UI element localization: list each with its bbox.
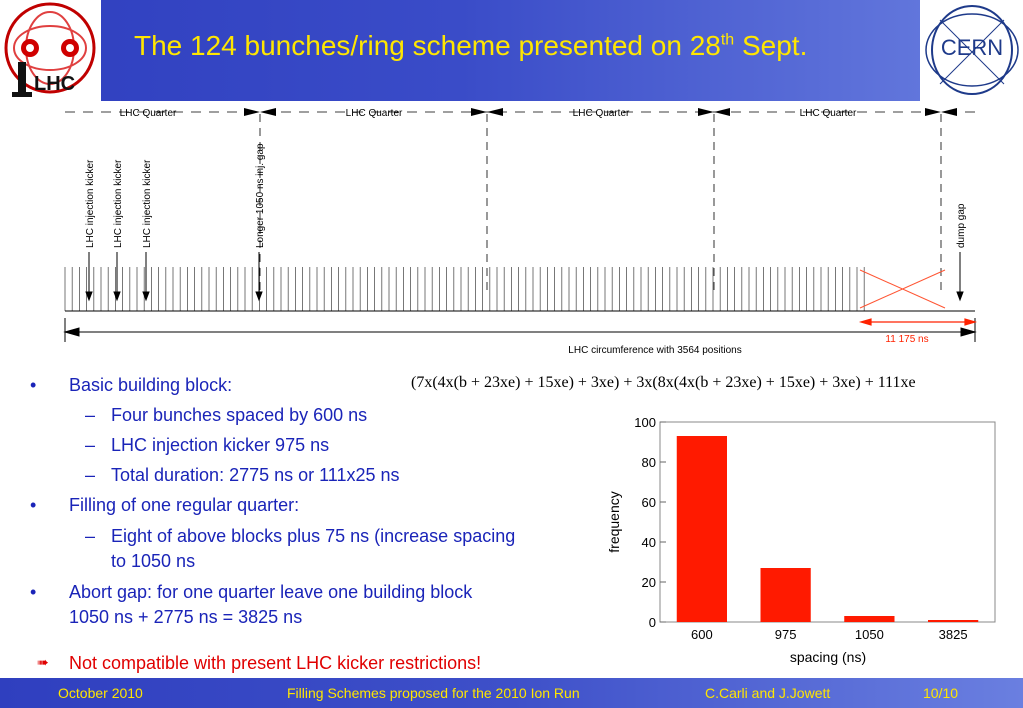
circumference-label: LHC circumference with 3564 positions <box>568 345 741 356</box>
quarter-arrowhead <box>714 108 730 116</box>
x-tick-label: 1050 <box>855 627 884 642</box>
bar-3825 <box>928 620 979 622</box>
title-bar: LHC The 124 bunches/ring scheme presente… <box>0 0 1023 101</box>
lhc-logo-graphic: LHC <box>4 2 96 97</box>
y-tick-label: 40 <box>642 535 656 550</box>
y-axis-label: frequency <box>606 491 622 552</box>
kicker-arrow-3 <box>142 291 150 302</box>
cern-logo: CERN <box>920 0 1023 101</box>
quarter-label-4: LHC Quarter <box>800 108 857 119</box>
kicker-label-3: LHC injection kicker <box>142 159 153 248</box>
quarter-arrowhead <box>487 108 503 116</box>
footer-page: 10/10 <box>923 685 959 701</box>
footer-title: Filling Schemes proposed for the 2010 Io… <box>287 685 580 701</box>
quarter-arrowhead <box>698 108 714 116</box>
cern-logo-text: CERN <box>941 35 1003 60</box>
y-tick-label: 20 <box>642 575 656 590</box>
dump-length-label: 11 175 ns <box>885 334 928 345</box>
x-axis-ticks: 600 975 1050 3825 <box>691 627 968 642</box>
footer-authors: C.Carli and J.Jowett <box>705 685 831 701</box>
filling-formula: (7x(4x(b + 23xe) + 15xe) + 3xe) + 3x(8x(… <box>411 374 916 391</box>
y-tick-label: 60 <box>642 495 656 510</box>
footer-bar: October 2010 Filling Schemes proposed fo… <box>0 678 1023 708</box>
lhc-logo: LHC <box>0 0 101 101</box>
kicker-arrow-2 <box>113 291 121 302</box>
x-axis-label: spacing (ns) <box>790 649 866 665</box>
bars <box>676 436 979 622</box>
bar-1050 <box>844 616 895 622</box>
dump-gap-arrow <box>956 291 964 302</box>
cern-logo-graphic: CERN <box>925 5 1019 95</box>
bar-975 <box>760 568 811 622</box>
quarter-arrowhead <box>925 108 941 116</box>
dump-gap-cross <box>859 269 946 309</box>
y-tick-label: 100 <box>634 415 656 430</box>
dump-length-arrow <box>858 318 978 326</box>
footer-date: October 2010 <box>58 685 143 701</box>
injection-gap-label: Longer 1050 ns inj. gap <box>255 143 266 248</box>
injection-gap-arrow <box>255 291 263 302</box>
quarter-label-3: LHC Quarter <box>573 108 630 119</box>
y-tick-label: 80 <box>642 455 656 470</box>
dump-gap-label: dump gap <box>956 203 967 248</box>
kicker-label-1: LHC injection kicker <box>85 159 96 248</box>
plot-frame <box>659 421 996 623</box>
x-tick-label: 3825 <box>939 627 968 642</box>
quarter-markers <box>65 108 975 290</box>
x-tick-label: 600 <box>691 627 713 642</box>
bunch-positions <box>64 267 865 311</box>
quarter-arrowhead <box>471 108 487 116</box>
lhc-logo-text: LHC <box>34 73 75 95</box>
y-axis-ticks: 0 20 40 60 80 100 <box>634 415 666 630</box>
quarter-arrowhead <box>260 108 276 116</box>
quarter-labels: LHC Quarter LHC Quarter LHC Quarter LHC … <box>120 108 857 119</box>
quarter-arrowhead <box>941 108 957 116</box>
warning-text: Not compatible with present LHC kicker r… <box>69 653 482 673</box>
quarter-label-2: LHC Quarter <box>346 108 403 119</box>
page-title: The 124 bunches/ring scheme presented on… <box>134 30 808 61</box>
circumference-arrow <box>63 318 977 342</box>
quarter-arrowhead <box>244 108 260 116</box>
lhc-bunch-diagram: LHC Quarter LHC Quarter LHC Quarter LHC … <box>63 108 978 356</box>
bar-600 <box>676 436 727 622</box>
y-tick-label: 0 <box>649 615 656 630</box>
kicker-label-2: LHC injection kicker <box>113 159 124 248</box>
arrow-icon: ➠ <box>37 654 49 670</box>
x-tick-label: 975 <box>775 627 797 642</box>
spacing-histogram: 0 20 40 60 80 100 600 975 1050 3825 spacing (ns)… <box>606 415 996 665</box>
kicker-arrow-1 <box>85 291 93 302</box>
quarter-label-1: LHC Quarter <box>120 108 177 119</box>
